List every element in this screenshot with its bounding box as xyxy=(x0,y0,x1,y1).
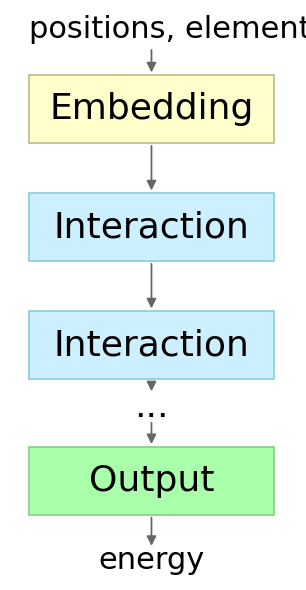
Text: ...: ... xyxy=(134,390,169,424)
FancyBboxPatch shape xyxy=(29,194,274,261)
Text: positions, elements: positions, elements xyxy=(29,15,306,44)
Text: Output: Output xyxy=(89,464,214,498)
Text: Interaction: Interaction xyxy=(54,328,249,362)
FancyBboxPatch shape xyxy=(29,447,274,514)
Text: Embedding: Embedding xyxy=(49,92,254,126)
Text: energy: energy xyxy=(98,546,205,575)
Text: Interaction: Interaction xyxy=(54,210,249,244)
FancyBboxPatch shape xyxy=(29,76,274,143)
FancyBboxPatch shape xyxy=(29,312,274,379)
